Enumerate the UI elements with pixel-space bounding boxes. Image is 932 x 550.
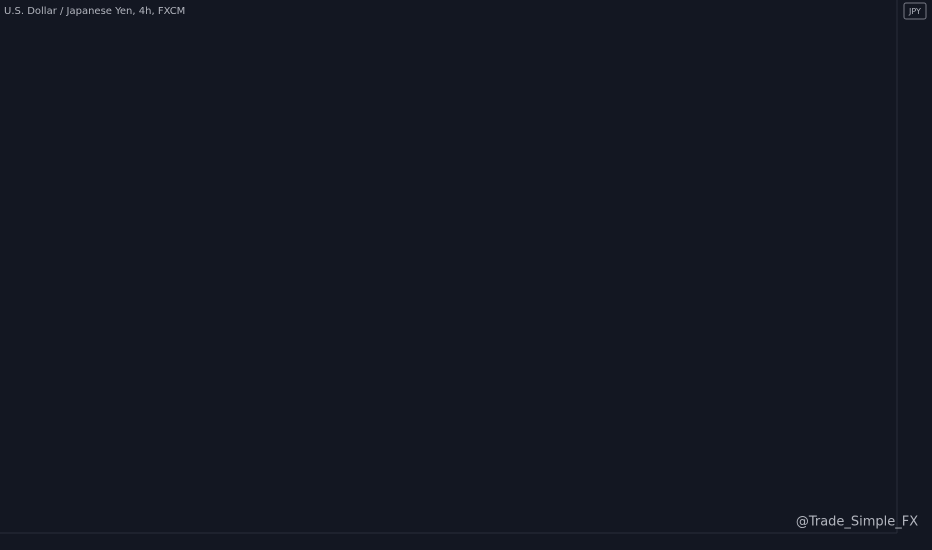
currency-box[interactable] xyxy=(903,2,927,20)
currency-label: JPY xyxy=(908,7,921,16)
chart-title: U.S. Dollar / Japanese Yen, 4h, FXCM xyxy=(4,6,185,17)
watermark: @Trade_Simple_FX xyxy=(796,515,918,530)
